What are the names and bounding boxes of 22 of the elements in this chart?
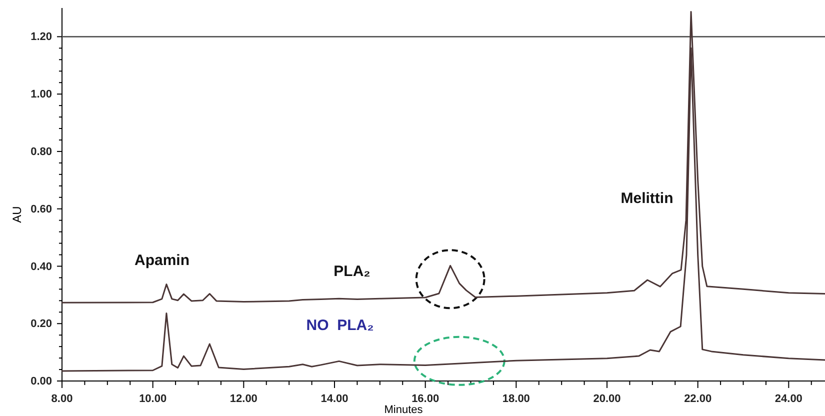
y-tick-label: 0.60 bbox=[30, 203, 52, 216]
annotation: PLA₂ bbox=[334, 263, 370, 280]
x-tick-label: 20.00 bbox=[593, 393, 621, 406]
annotation: Melittin bbox=[620, 190, 674, 207]
x-axis-title: Minutes bbox=[384, 404, 424, 416]
y-tick-label: 0.80 bbox=[30, 146, 52, 158]
y-tick-label: 0.00 bbox=[30, 376, 52, 388]
x-tick-label: 14.00 bbox=[320, 393, 348, 406]
y-tick-label: 0.20 bbox=[30, 318, 52, 330]
y-tick-label: 0.40 bbox=[30, 260, 52, 273]
x-tick-label: 8.00 bbox=[51, 393, 73, 406]
y-tick-label: 1.00 bbox=[30, 88, 52, 101]
x-tick-label: 18.00 bbox=[502, 393, 530, 406]
annotation: NO PLA₂ bbox=[306, 317, 374, 334]
y-axis-title: AU bbox=[10, 206, 24, 223]
y-tick-label: 1.20 bbox=[30, 31, 52, 44]
x-tick-label: 22.00 bbox=[684, 393, 712, 406]
x-tick-label: 24.00 bbox=[774, 393, 802, 406]
annotation: Apamin bbox=[134, 252, 190, 269]
x-tick-label: 16.00 bbox=[412, 393, 440, 406]
x-tick-label: 12.00 bbox=[230, 393, 258, 406]
x-tick-label: 10.00 bbox=[139, 393, 167, 406]
